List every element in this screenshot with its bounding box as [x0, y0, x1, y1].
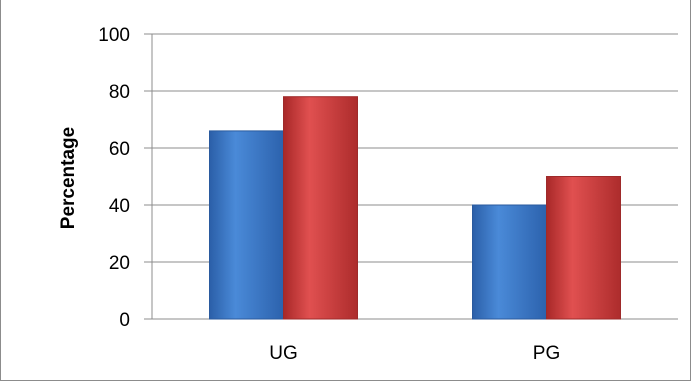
bar-ug-blue: [209, 130, 284, 320]
bars: [209, 96, 621, 320]
y-tick-label: 100: [98, 25, 130, 46]
y-tick-label: 80: [109, 82, 130, 103]
bar-ug-red: [283, 96, 358, 320]
y-tick-label: 40: [109, 196, 130, 217]
x-tick-label-ug: UG: [269, 343, 298, 364]
bar-pg-blue: [472, 204, 547, 320]
bar-pg-red: [546, 176, 621, 320]
tick-labels: 0 20 40 60 80 100 UG PG: [98, 25, 560, 364]
x-tick-label-pg: PG: [533, 343, 560, 364]
y-tick-label: 60: [109, 139, 130, 160]
y-axis-title: Percentage: [58, 127, 79, 229]
y-tick-label: 20: [109, 253, 130, 274]
y-tick-label: 0: [119, 310, 130, 331]
